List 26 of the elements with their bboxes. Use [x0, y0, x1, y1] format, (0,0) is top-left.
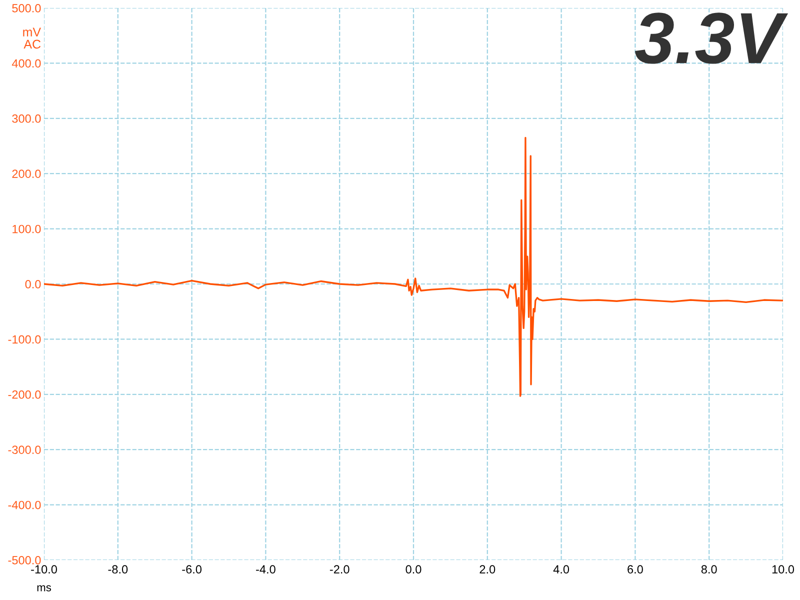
y-tick-label: 400.0: [12, 59, 41, 68]
y-tick-label: 100.0: [12, 224, 41, 234]
x-tick-label: 6.0: [628, 565, 643, 574]
y-tick-label: -100.0: [8, 335, 41, 344]
x-tick-label: -10.0: [31, 565, 57, 574]
x-tick-label: 0.0: [406, 565, 422, 574]
y-tick-label: 0.0: [25, 280, 41, 288]
chart-title: 3.3V: [635, 12, 788, 64]
y-tick-label: 300.0: [12, 114, 41, 123]
x-tick-label: -6.0: [182, 565, 202, 574]
y-tick-label: 200.0: [12, 170, 41, 178]
y-tick-label: -400.0: [8, 500, 41, 510]
x-tick-label: -8.0: [108, 565, 128, 574]
x-tick-label: -2.0: [330, 565, 350, 574]
x-tick-label: 4.0: [553, 565, 570, 574]
x-axis-title: ms: [37, 585, 52, 592]
y-tick-label: 500.0: [12, 4, 41, 12]
y-tick-label: -300.0: [8, 446, 41, 454]
y-axis-title: mV AC: [23, 28, 41, 49]
y-tick-label: -500.0: [8, 556, 41, 564]
x-tick-label: 10.0: [772, 565, 794, 574]
x-tick-label: 2.0: [480, 565, 496, 574]
line-series: [44, 136, 783, 397]
y-tick-label: -200.0: [8, 390, 41, 399]
x-tick-label: -4.0: [256, 565, 276, 574]
x-tick-label: 8.0: [701, 565, 717, 574]
